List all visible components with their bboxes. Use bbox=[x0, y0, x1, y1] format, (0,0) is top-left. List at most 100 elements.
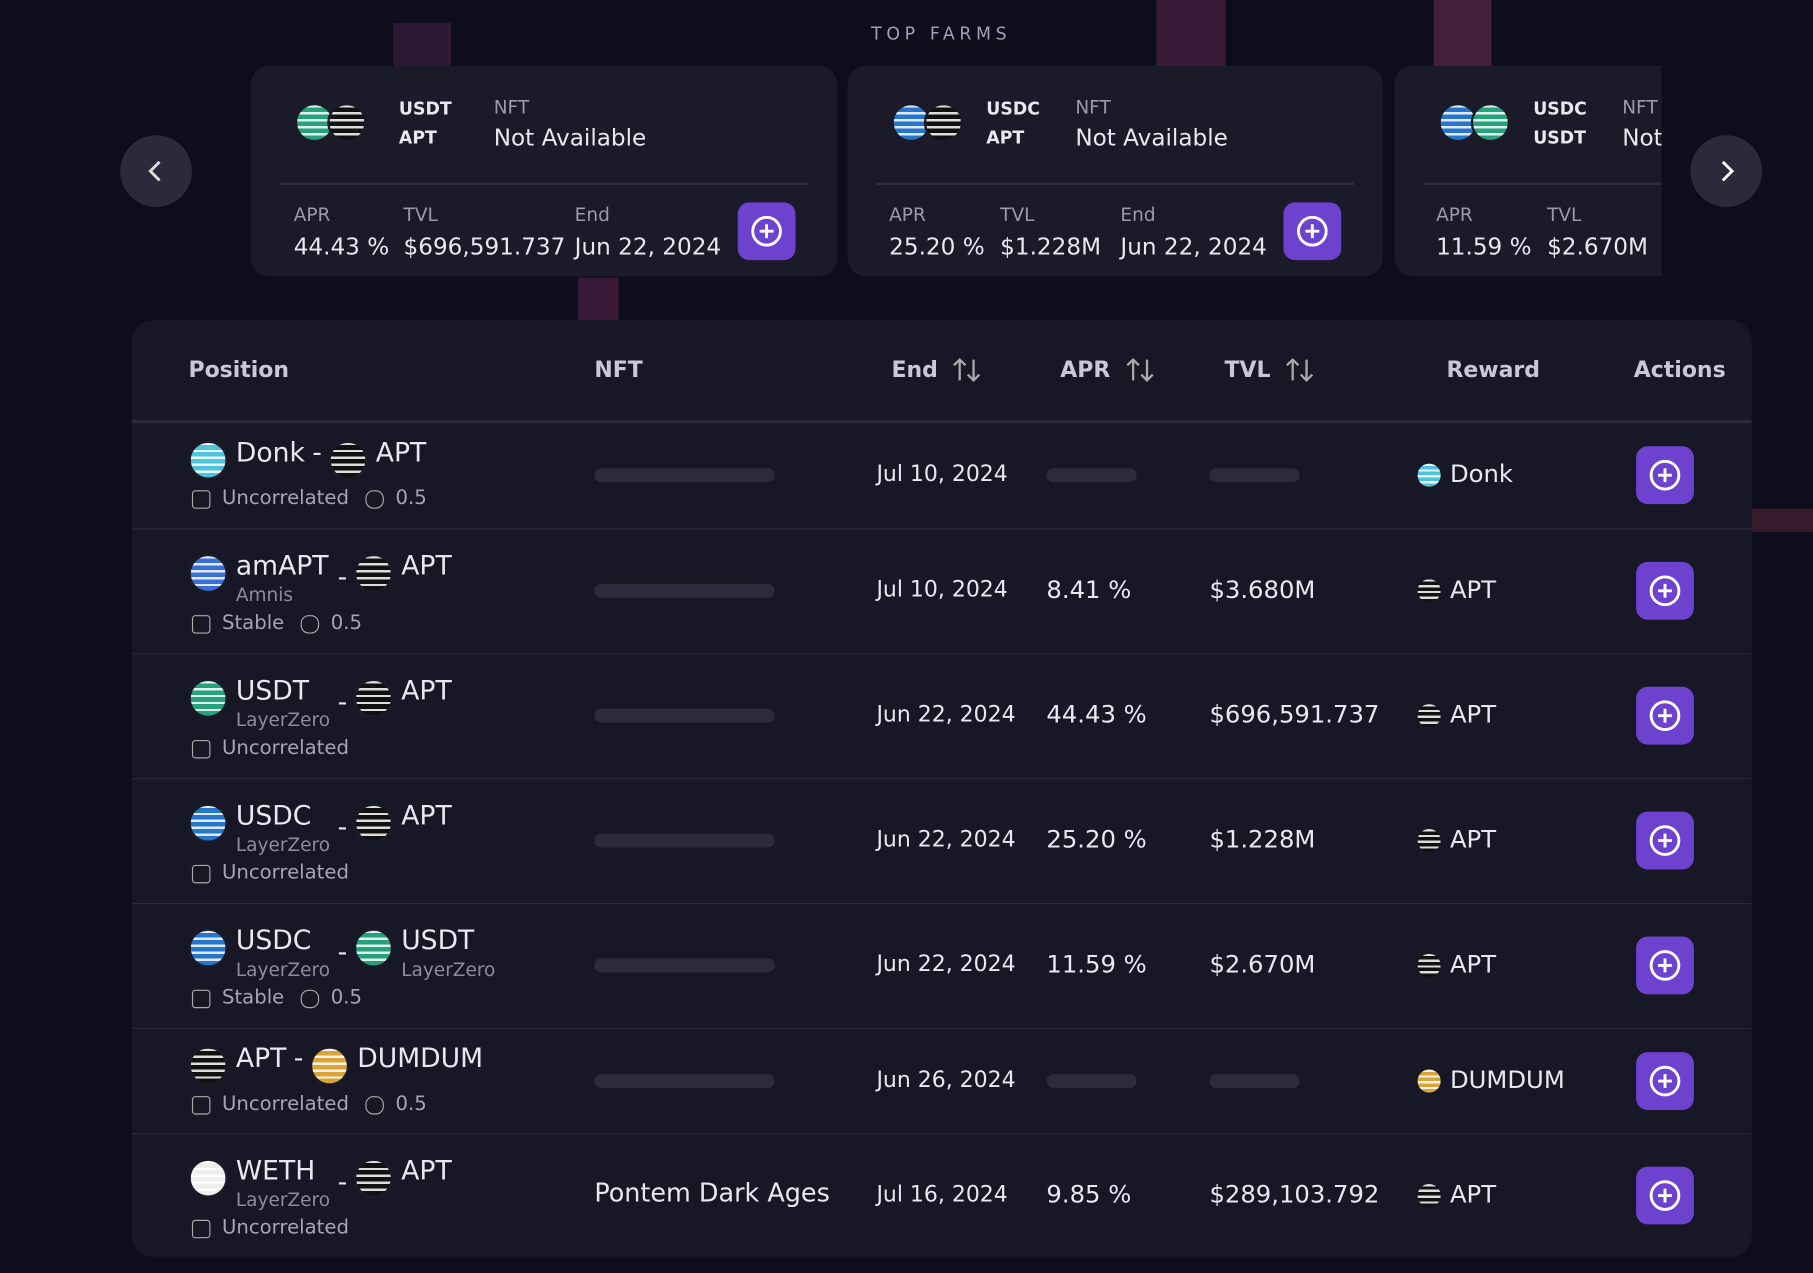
tvl-placeholder bbox=[1209, 1073, 1300, 1088]
separator: - bbox=[312, 438, 322, 469]
token-subtitle: LayerZero bbox=[235, 1188, 331, 1211]
row-divider bbox=[131, 1133, 1752, 1135]
separator: - bbox=[337, 687, 348, 719]
reward-name: DUMDUM bbox=[1449, 1065, 1565, 1094]
fee-icon bbox=[300, 615, 320, 634]
row-divider bbox=[131, 778, 1752, 780]
token-name: USDC bbox=[235, 926, 312, 957]
apr-value: 44.43 % bbox=[1046, 700, 1147, 729]
column-header: Position bbox=[188, 357, 290, 383]
token-icon bbox=[353, 553, 394, 594]
apr-value: 8.41 % bbox=[1046, 575, 1132, 604]
stat-label: TVL bbox=[1547, 203, 1582, 226]
sort-arrows bbox=[1126, 357, 1154, 383]
background-shape bbox=[393, 23, 451, 70]
row-divider bbox=[131, 1027, 1752, 1030]
fee-icon bbox=[365, 1096, 384, 1115]
stat-label: End bbox=[1120, 203, 1156, 226]
plus-icon bbox=[1297, 215, 1328, 247]
reward-name: APT bbox=[1449, 1179, 1497, 1208]
token-name: USDT bbox=[401, 926, 475, 957]
reward-icon bbox=[1417, 463, 1441, 487]
stat-label: APR bbox=[889, 203, 926, 226]
token-subtitle: Amnis bbox=[235, 583, 294, 606]
token-icon bbox=[188, 928, 228, 968]
reward-icon bbox=[1417, 579, 1441, 603]
sort-arrows bbox=[953, 357, 981, 383]
token-symbol: USDC bbox=[986, 98, 1040, 120]
apr-value: 25.20 % bbox=[1046, 825, 1147, 854]
stat-value: $696,591.737 bbox=[403, 232, 566, 261]
nft-value: Not bbox=[1622, 123, 1662, 152]
end-date: Jun 22, 2024 bbox=[876, 951, 1016, 977]
token-icon bbox=[1470, 102, 1511, 143]
sort-icon[interactable] bbox=[1285, 355, 1315, 390]
token-name: DUMDUM bbox=[357, 1044, 484, 1075]
end-date: Jul 16, 2024 bbox=[876, 1181, 1008, 1207]
token-symbol: APT bbox=[986, 127, 1025, 148]
pool-type-icon bbox=[191, 739, 211, 759]
token-name: APT bbox=[401, 1156, 452, 1187]
sort-icon[interactable] bbox=[1125, 355, 1155, 390]
token-icon bbox=[923, 102, 964, 143]
sort-icon[interactable] bbox=[952, 355, 982, 390]
farms-table: Position NFT End APR TVL Reward Actions Donk - AP… bbox=[131, 320, 1752, 1257]
reward-name: APT bbox=[1449, 950, 1497, 979]
add-button[interactable] bbox=[1636, 1051, 1694, 1110]
header-divider bbox=[131, 419, 1752, 424]
farm-card: USDT APT NFT Not Available APR 44.43 % TVL $696… bbox=[250, 65, 838, 277]
fee-icon bbox=[300, 989, 320, 1009]
token-subtitle: LayerZero bbox=[235, 958, 331, 981]
token-subtitle: LayerZero bbox=[235, 708, 331, 731]
arrow-icon bbox=[1721, 160, 1735, 182]
pool-type-icon bbox=[191, 864, 211, 884]
tag: Uncorrelated bbox=[222, 486, 349, 510]
nft-value: Not Available bbox=[493, 123, 647, 152]
plus-icon bbox=[1649, 950, 1681, 981]
token-icon bbox=[353, 803, 394, 843]
add-button[interactable] bbox=[1636, 811, 1694, 870]
apr-value: 9.85 % bbox=[1046, 1179, 1132, 1208]
reward-icon bbox=[1417, 704, 1441, 728]
fee-icon bbox=[365, 490, 384, 509]
end-date: Jul 10, 2024 bbox=[876, 576, 1008, 603]
prev-arrow[interactable] bbox=[120, 135, 192, 207]
token-icon bbox=[353, 928, 394, 968]
column-header: TVL bbox=[1224, 357, 1271, 383]
stat-label: End bbox=[574, 203, 610, 226]
reward-name: Donk bbox=[1449, 460, 1513, 488]
token-icon bbox=[328, 440, 368, 480]
add-button[interactable] bbox=[1283, 202, 1342, 261]
plus-icon bbox=[1649, 459, 1681, 491]
stat-label: APR bbox=[293, 203, 331, 226]
add-button[interactable] bbox=[1636, 936, 1694, 995]
end-date: Jun 22, 2024 bbox=[876, 701, 1016, 728]
add-button[interactable] bbox=[1636, 1166, 1694, 1224]
reward-icon bbox=[1417, 828, 1441, 853]
tag: 0.5 bbox=[330, 986, 362, 1010]
tag: Uncorrelated bbox=[222, 1216, 349, 1240]
add-button[interactable] bbox=[1636, 446, 1694, 505]
tvl-value: $696,591.737 bbox=[1209, 700, 1380, 729]
plus-icon bbox=[751, 215, 782, 247]
add-button[interactable] bbox=[1636, 686, 1694, 745]
column-header: End bbox=[891, 357, 938, 383]
token-symbol: USDT bbox=[1533, 127, 1586, 148]
add-button[interactable] bbox=[1636, 561, 1694, 620]
reward-name: APT bbox=[1449, 700, 1497, 729]
reward-name: APT bbox=[1449, 575, 1497, 604]
column-header: APR bbox=[1060, 357, 1111, 383]
plus-icon bbox=[1649, 825, 1681, 856]
apr-value: 11.59 % bbox=[1046, 950, 1147, 979]
divider bbox=[279, 182, 809, 185]
separator: - bbox=[337, 563, 348, 594]
background-shape bbox=[1156, 0, 1226, 70]
stat-value: Jun 22, 2024 bbox=[1120, 232, 1267, 261]
token-name: APT bbox=[401, 801, 452, 832]
end-date: Jul 10, 2024 bbox=[876, 461, 1008, 487]
add-button[interactable] bbox=[737, 202, 796, 261]
next-arrow[interactable] bbox=[1690, 135, 1763, 207]
token-name: WETH bbox=[235, 1156, 316, 1187]
plus-icon bbox=[1649, 1179, 1681, 1211]
